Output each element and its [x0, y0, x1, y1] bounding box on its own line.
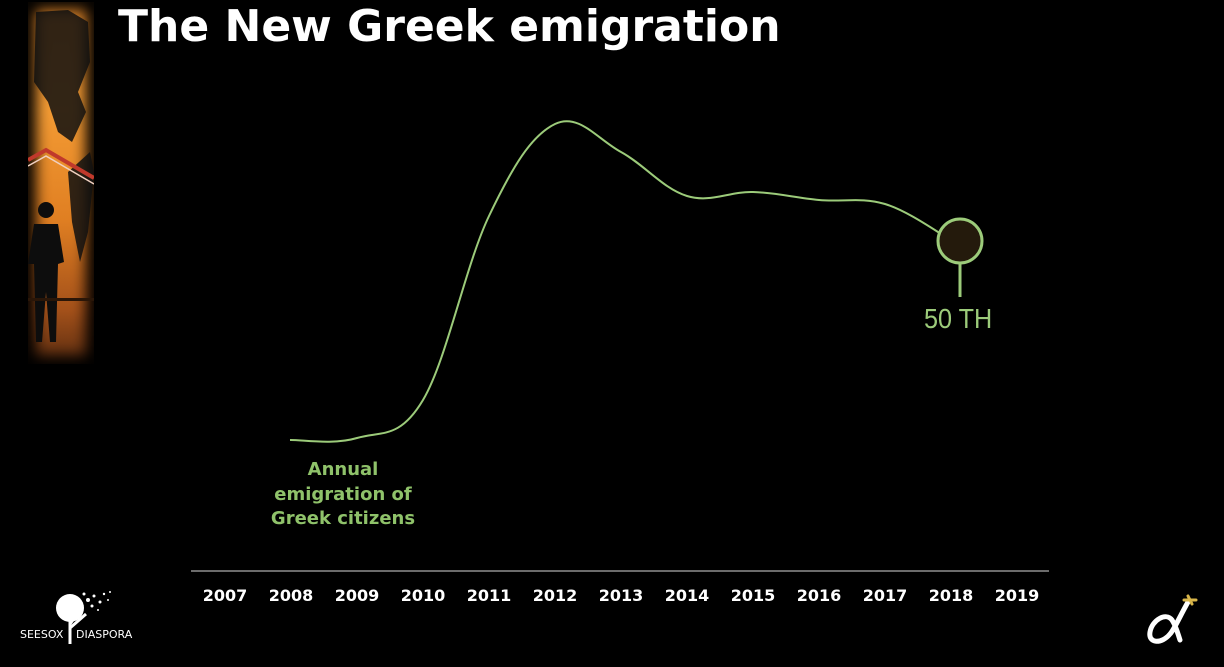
x-tick-label-2011: 2011: [467, 586, 512, 605]
seesox-diaspora-logo: SEESOX DIASPORA: [14, 588, 146, 648]
alpha-plane-icon: [1147, 594, 1198, 644]
series-annotation: Annual emigration of Greek citizens: [262, 458, 424, 532]
annotation-line-2: emigration of: [274, 483, 412, 505]
alpha-logo: [1140, 590, 1210, 650]
x-tick-label-2014: 2014: [665, 586, 710, 605]
x-tick-label-2016: 2016: [797, 586, 842, 605]
slide-title: The New Greek emigration: [118, 1, 781, 52]
series-line-annual-emigration: [289, 120, 952, 443]
tree-icon: [56, 591, 111, 644]
world-map-silhouette-icon: [28, 10, 94, 342]
x-tick-label-2009: 2009: [335, 586, 380, 605]
person-silhouette-icon: [28, 202, 64, 342]
x-tick-label-2013: 2013: [599, 586, 644, 605]
x-tick-label-2008: 2008: [269, 586, 314, 605]
annotation-line-3: Greek citizens: [270, 508, 416, 529]
value-label-2018: 50 TH: [924, 303, 993, 334]
x-tick-label-2019: 2019: [995, 586, 1040, 605]
x-tick-label-2012: 2012: [533, 586, 578, 605]
decorative-banner-image: [28, 2, 94, 364]
marker-2018: [936, 217, 984, 265]
annotation-line-1: Annual: [307, 459, 379, 480]
logo-text-left: SEESOX: [20, 628, 64, 641]
x-tick-label-2018: 2018: [929, 586, 974, 605]
x-tick-label-2010: 2010: [401, 586, 446, 605]
x-tick-labels: 2007 2008 2009 2010 2011 2012 2013 2014 2015 2016…: [203, 586, 1040, 605]
x-tick-label-2007: 2007: [203, 586, 248, 605]
logo-text-right: DIASPORA: [76, 628, 133, 641]
x-tick-label-2015: 2015: [731, 586, 776, 605]
x-tick-label-2017: 2017: [863, 586, 908, 605]
